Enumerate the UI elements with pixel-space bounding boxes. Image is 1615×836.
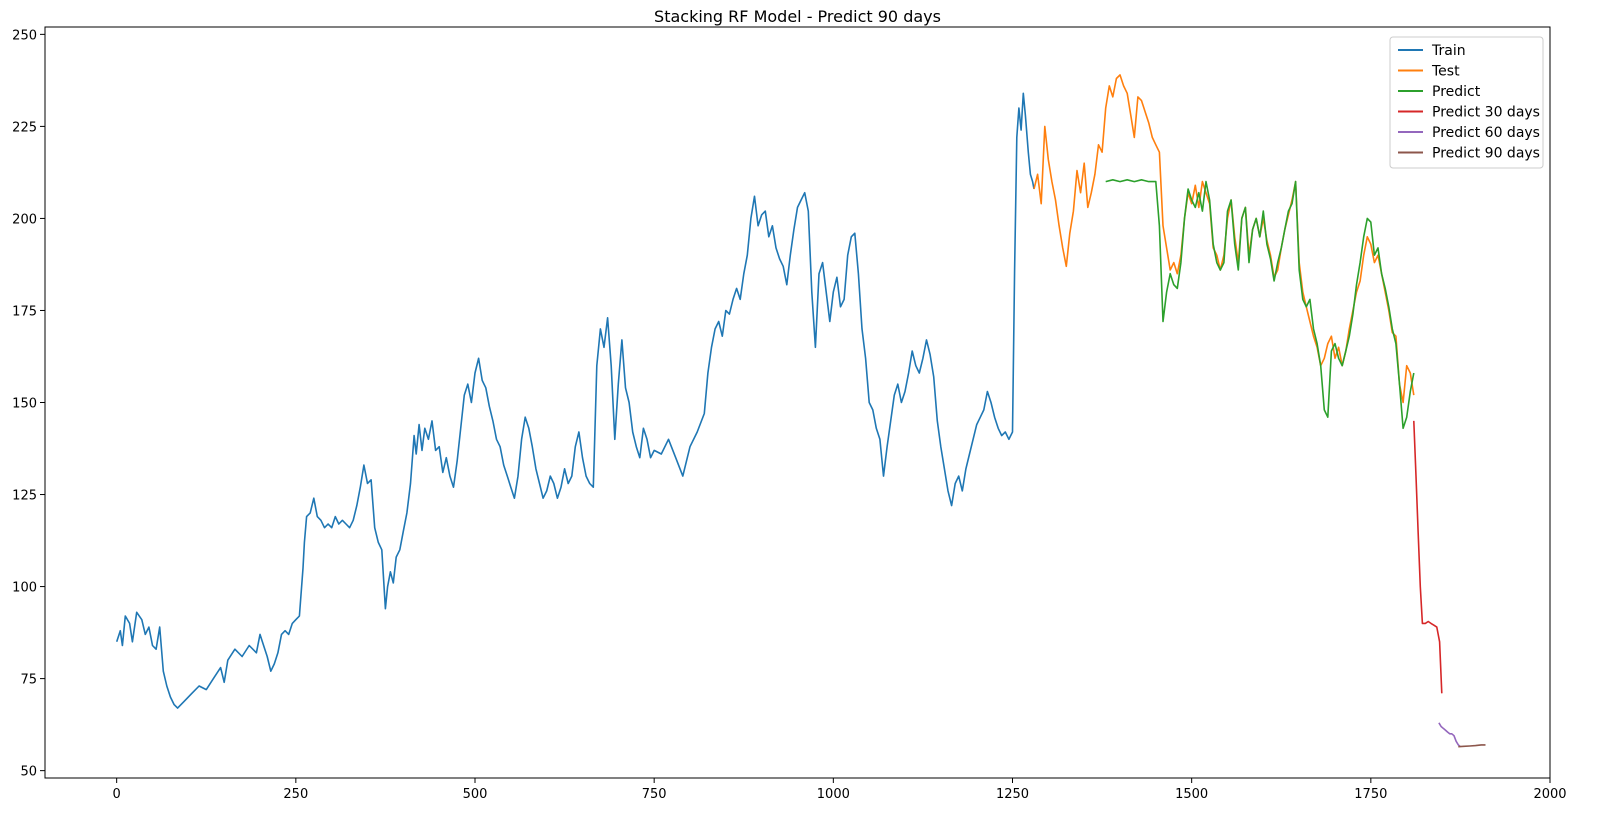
x-tick-label: 750	[642, 787, 667, 802]
legend-label: Predict 30 days	[1432, 105, 1540, 121]
x-tick-label: 2000	[1533, 787, 1566, 802]
y-tick-label: 100	[12, 581, 37, 596]
legend-label: Predict 90 days	[1432, 146, 1540, 162]
series-line-predict	[1105, 179, 1415, 430]
legend-label: Predict	[1432, 84, 1481, 100]
y-tick-label: 150	[12, 397, 37, 412]
y-tick-label: 50	[20, 765, 37, 780]
y-tick-label: 200	[12, 212, 37, 227]
chart-title: Stacking RF Model - Predict 90 days	[654, 7, 941, 26]
x-axis: 0 250 500 750 1000 1250 1500 1750 2000	[113, 778, 1567, 802]
y-tick-label: 75	[20, 673, 37, 688]
legend: Train Test Predict Predict 30 days Predict 6…	[1389, 36, 1544, 169]
y-axis: 50 75 100 125 150 175 200 225 250	[12, 28, 45, 780]
x-tick-label: 1000	[817, 787, 850, 802]
y-tick-label: 225	[12, 120, 37, 135]
legend-box	[1389, 36, 1544, 169]
legend-label: Train	[1431, 43, 1466, 59]
legend-label: Predict 60 days	[1432, 125, 1540, 141]
series-line-train	[115, 92, 1035, 709]
series-layer	[115, 74, 1486, 748]
x-tick-label: 500	[463, 787, 488, 802]
x-tick-label: 250	[283, 787, 308, 802]
series-line-test	[1033, 74, 1415, 404]
series-line-predict-60-days	[1438, 722, 1461, 748]
legend-label: Test	[1431, 64, 1460, 80]
x-tick-label: 1250	[996, 787, 1029, 802]
y-tick-label: 125	[12, 489, 37, 504]
series-line-predict-30-days	[1413, 420, 1443, 694]
x-tick-label: 1750	[1354, 787, 1387, 802]
y-tick-label: 175	[12, 304, 37, 319]
x-tick-label: 0	[113, 787, 121, 802]
y-tick-label: 250	[12, 28, 37, 43]
x-tick-label: 1500	[1175, 787, 1208, 802]
series-line-predict-90-days	[1458, 744, 1486, 748]
